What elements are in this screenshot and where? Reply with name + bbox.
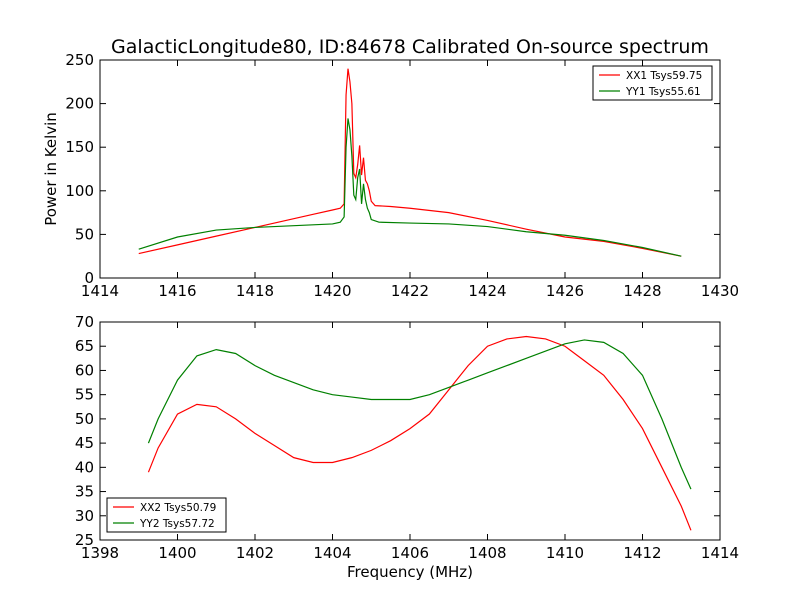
x-tick-label: 1418 bbox=[236, 282, 274, 300]
x-tick-label: 1402 bbox=[236, 544, 274, 562]
y-tick-label: 100 bbox=[65, 182, 94, 200]
bottom-spectrum-panel: 1398 1400 1402 1404 1406 1408 1410 1412 1414 25 30… bbox=[75, 313, 739, 581]
y-tick-label: 200 bbox=[65, 95, 94, 113]
legend-label: XX2 Tsys50.79 bbox=[140, 502, 216, 514]
y-tick-label: 60 bbox=[75, 361, 94, 379]
y-tick-label: 50 bbox=[75, 225, 94, 243]
y-tick-label: 40 bbox=[75, 458, 94, 476]
x-tick-label: 1408 bbox=[468, 544, 506, 562]
y-tick-label: 150 bbox=[65, 138, 94, 156]
x-tick-label: 1404 bbox=[313, 544, 351, 562]
series-line-2 bbox=[147, 339, 692, 490]
x-tick-label: 1430 bbox=[701, 282, 739, 300]
series-line-2 bbox=[138, 118, 682, 257]
x-tick-label: 1416 bbox=[158, 282, 196, 300]
y-tick-label: 45 bbox=[75, 434, 94, 452]
figure-title: GalacticLongitude80, ID:84678 Calibrated… bbox=[111, 36, 709, 58]
x-axis-label: Frequency (MHz) bbox=[347, 563, 473, 581]
top-spectrum-panel: 1414 1416 1418 1420 1422 1424 1426 1428 1430 0 50 1… bbox=[42, 51, 739, 300]
x-tick-label: 1424 bbox=[468, 282, 506, 300]
y-tick-label: 30 bbox=[75, 507, 94, 525]
y-tick-label: 250 bbox=[65, 51, 94, 69]
y-tick-label: 0 bbox=[84, 269, 94, 287]
x-tick-label: 1410 bbox=[546, 544, 584, 562]
x-tick-label: 1414 bbox=[81, 282, 119, 300]
y-tick-label: 70 bbox=[75, 313, 94, 331]
x-tick-label: 1414 bbox=[701, 544, 739, 562]
x-tick-label: 1428 bbox=[623, 282, 661, 300]
y-tick-label: 65 bbox=[75, 337, 94, 355]
x-tick-label: 1398 bbox=[81, 544, 119, 562]
y-tick-label: 35 bbox=[75, 483, 94, 501]
x-tick-label: 1400 bbox=[158, 544, 196, 562]
x-tick-label: 1406 bbox=[391, 544, 429, 562]
legend: XX2 Tsys50.79 YY2 Tsys57.72 bbox=[106, 497, 227, 533]
y-axis-label: Power in Kelvin bbox=[42, 112, 60, 226]
y-tick-label: 25 bbox=[75, 531, 94, 549]
x-tick-label: 1412 bbox=[623, 544, 661, 562]
legend: XX1 Tsys59.75 YY1 Tsys55.61 bbox=[592, 65, 713, 101]
x-tick-label: 1426 bbox=[546, 282, 584, 300]
y-tick-label: 50 bbox=[75, 410, 94, 428]
series-line-1 bbox=[147, 335, 692, 531]
series-line-1 bbox=[138, 68, 682, 257]
legend-box bbox=[106, 497, 227, 533]
y-tick-label: 55 bbox=[75, 386, 94, 404]
legend-label: YY2 Tsys57.72 bbox=[139, 518, 215, 530]
legend-box bbox=[592, 65, 713, 101]
x-tick-label: 1422 bbox=[391, 282, 429, 300]
legend-label: XX1 Tsys59.75 bbox=[626, 70, 702, 82]
x-tick-label: 1420 bbox=[313, 282, 351, 300]
legend-label: YY1 Tsys55.61 bbox=[625, 86, 701, 98]
